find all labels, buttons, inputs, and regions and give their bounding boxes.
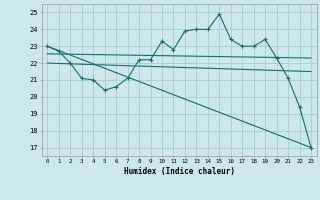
X-axis label: Humidex (Indice chaleur): Humidex (Indice chaleur) <box>124 167 235 176</box>
